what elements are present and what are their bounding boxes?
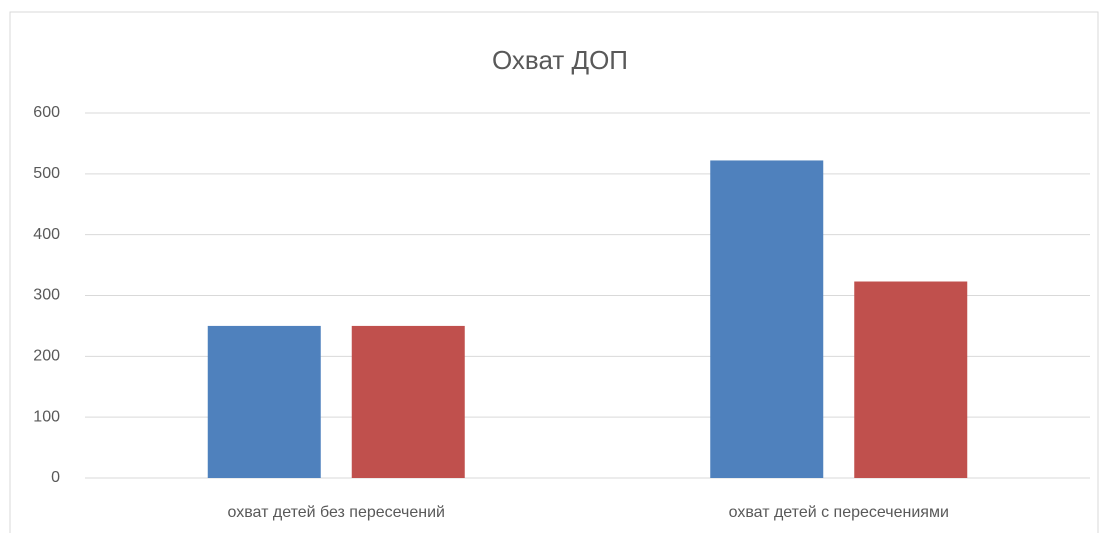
- bar: [351, 325, 465, 478]
- y-tick-label: 500: [33, 165, 60, 182]
- y-tick-label: 200: [33, 348, 60, 365]
- y-tick-label: 0: [51, 469, 60, 486]
- y-tick-label: 400: [33, 226, 60, 243]
- x-tick-label: охват детей с пересечениями: [729, 504, 949, 521]
- bar: [854, 281, 968, 478]
- chart-title: Охват ДОП: [492, 45, 628, 75]
- y-tick-label: 100: [33, 408, 60, 425]
- bar: [207, 325, 321, 478]
- y-tick-label: 600: [33, 104, 60, 121]
- y-tick-label: 300: [33, 287, 60, 304]
- chart-border: [9, 11, 1099, 533]
- x-tick-label: охват детей без пересечений: [228, 504, 445, 521]
- bar: [710, 160, 824, 478]
